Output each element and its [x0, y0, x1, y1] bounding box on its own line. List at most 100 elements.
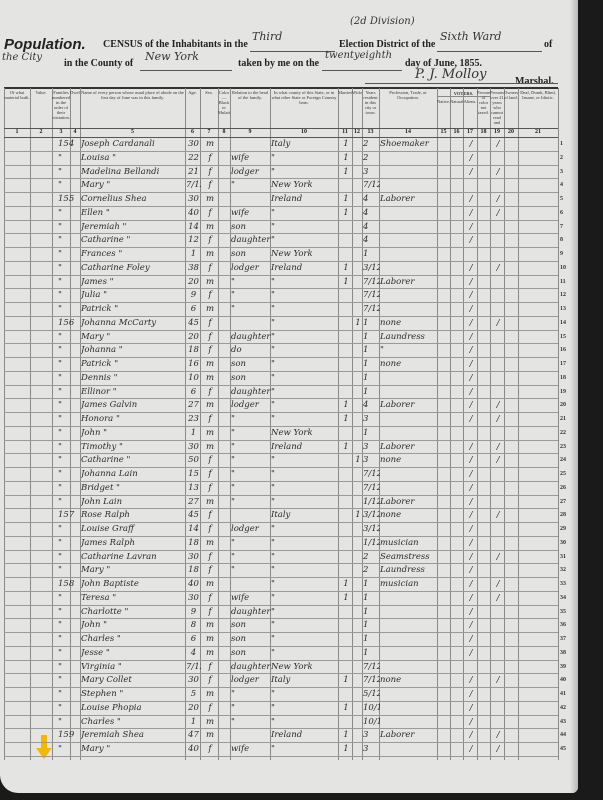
column-number-5: 5: [131, 129, 134, 135]
person-name: Mary Collet: [81, 675, 132, 685]
column-divider: [490, 88, 491, 760]
line-number: 26: [560, 485, 566, 491]
line-number: 24: [560, 457, 566, 463]
birthplace: ": [271, 400, 275, 410]
sex: f: [208, 510, 212, 520]
occupation: Laborer: [380, 442, 415, 452]
column-divider: [352, 88, 353, 760]
person-name: Stephen ": [81, 689, 124, 699]
district-value: Third: [252, 30, 283, 43]
sex: m: [205, 428, 215, 438]
years-resident: 4: [363, 400, 369, 410]
relation: do: [231, 345, 242, 355]
line-number: 32: [560, 567, 566, 573]
years-resident: 7/12: [363, 469, 380, 479]
relation: ": [231, 497, 235, 507]
dwelling-number: ": [58, 483, 62, 493]
aliens-mark: /: [469, 208, 473, 218]
column-number-12: 12: [354, 129, 360, 135]
person-name: Mary ": [81, 565, 111, 575]
dwelling-number: ": [58, 387, 62, 397]
cannot-read-mark: /: [496, 400, 500, 410]
column-divider: [270, 88, 271, 760]
sex: f: [208, 662, 212, 672]
column-number-17: 17: [467, 129, 473, 135]
column-divider: [30, 88, 31, 760]
row-line: [4, 728, 558, 729]
relation: lodger: [231, 524, 259, 534]
sex: f: [208, 565, 212, 575]
aliens-mark: /: [469, 139, 473, 149]
column-header-20: Owners of land.: [504, 90, 518, 100]
cannot-read-mark: /: [496, 593, 500, 603]
age: 21: [188, 167, 199, 177]
row-line: [4, 412, 558, 413]
column-number-1: 1: [15, 129, 19, 135]
birthplace: ": [271, 290, 275, 300]
dwelling-number: ": [58, 455, 62, 465]
birthplace: ": [271, 483, 275, 493]
sex: m: [205, 689, 215, 699]
birthplace: ": [271, 153, 275, 163]
marshal-signature: P. J. Molloy: [415, 67, 487, 82]
birthplace: ": [271, 387, 275, 397]
column-header-9: Relation to the head of the family.: [231, 90, 269, 100]
sex: f: [208, 180, 212, 190]
relation: lodger: [231, 167, 259, 177]
person-name: Johanna ": [81, 345, 123, 355]
row-line: [4, 371, 558, 372]
marshal-label: Marshal.: [515, 76, 554, 87]
line-number: 18: [560, 375, 566, 381]
occupation: Laborer: [380, 194, 415, 204]
years-resident: 1: [363, 634, 369, 644]
dwelling-number: ": [58, 290, 62, 300]
sex: m: [205, 139, 215, 149]
person-name: Johanna Lain: [81, 469, 138, 479]
aliens-mark: /: [469, 703, 473, 713]
age: 12: [188, 235, 199, 245]
column-number-16: 16: [453, 129, 460, 135]
row-line: [4, 288, 558, 289]
sex: m: [205, 442, 215, 452]
sex: m: [205, 620, 215, 630]
years-resident: 1: [363, 607, 369, 617]
aliens-mark: /: [469, 318, 473, 328]
line-number: 44: [560, 732, 566, 738]
sex: f: [208, 263, 212, 273]
sex: f: [208, 593, 212, 603]
row-line: [4, 261, 558, 262]
row-line: [4, 330, 558, 331]
occupation: ": [380, 345, 384, 355]
years-resident: 1/12: [363, 497, 380, 507]
cannot-read-mark: /: [496, 208, 500, 218]
person-name: Louise Phopia: [81, 703, 142, 713]
married: 1: [343, 194, 349, 204]
sex: f: [208, 744, 212, 754]
line-number: 10: [560, 265, 566, 271]
relation: daughter: [231, 662, 271, 672]
row-line: [4, 756, 558, 757]
aliens-mark: /: [469, 607, 473, 617]
person-name: Honora ": [81, 414, 120, 424]
relation: ": [231, 428, 235, 438]
aliens-mark: /: [469, 648, 473, 658]
relation: ": [231, 469, 235, 479]
column-divider: [52, 88, 53, 760]
person-name: Catharine ": [81, 455, 131, 465]
aliens-mark: /: [469, 689, 473, 699]
married: 1: [343, 139, 349, 149]
line-number: 13: [560, 306, 566, 312]
line-number: 4: [560, 182, 563, 188]
birthplace: ": [271, 318, 275, 328]
row-line: [4, 508, 558, 509]
dwelling-number: ": [58, 648, 62, 658]
aliens-mark: /: [469, 524, 473, 534]
line-number: 33: [560, 581, 566, 587]
age: 45: [188, 318, 199, 328]
age: 30: [188, 139, 199, 149]
relation: wife: [231, 208, 250, 218]
aliens-mark: /: [469, 497, 473, 507]
column-number-10: 10: [301, 129, 307, 135]
aliens-mark: /: [469, 290, 473, 300]
dwelling-number: 156: [58, 318, 75, 328]
